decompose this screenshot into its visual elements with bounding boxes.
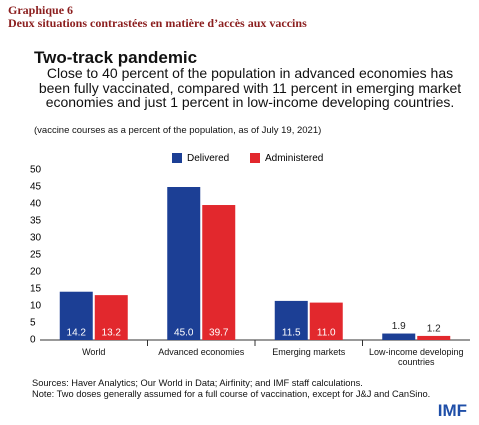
footnote: Note: Two doses generally assumed for a …: [32, 389, 431, 399]
legend-label: Delivered: [187, 153, 229, 164]
x-tick-label: Advanced economies: [158, 347, 245, 357]
value-label: 11.0: [317, 328, 336, 339]
y-tick-label: 45: [30, 182, 42, 193]
figure-title: Deux situations contrastées en matière d…: [8, 16, 307, 30]
y-tick-label: 25: [30, 250, 42, 261]
legend-swatch: [172, 153, 182, 163]
value-label: 1.9: [392, 321, 406, 332]
bar: [309, 302, 343, 340]
bar: [94, 295, 128, 340]
y-tick-label: 15: [30, 284, 42, 295]
value-label: 1.2: [427, 324, 441, 335]
chart-note: (vaccine courses as a percent of the pop…: [34, 125, 322, 136]
bar: [202, 205, 236, 340]
sources: Sources: Haver Analytics; Our World in D…: [32, 378, 363, 388]
bar: [59, 291, 93, 340]
chart-title: Two-track pandemic: [34, 48, 198, 67]
value-label: 39.7: [209, 328, 229, 339]
bar: [167, 187, 201, 340]
y-tick-label: 0: [30, 335, 36, 346]
y-tick-label: 40: [30, 199, 42, 210]
x-tick-label: World: [82, 347, 106, 357]
x-tick-label: Low-income developing countries: [368, 347, 464, 367]
logo: IMF: [437, 401, 467, 420]
legend-swatch: [250, 153, 260, 163]
chart-subtitle: Close to 40 percent of the population in…: [38, 65, 462, 110]
x-tick-label: Emerging markets: [272, 347, 346, 357]
y-tick-label: 10: [30, 301, 42, 312]
bar: [417, 335, 451, 340]
value-label: 13.2: [102, 328, 122, 339]
value-label: 45.0: [174, 328, 194, 339]
value-label: 14.2: [67, 328, 87, 339]
y-tick-label: 5: [30, 318, 36, 329]
value-label: 11.5: [282, 328, 301, 339]
bar: [274, 300, 308, 340]
y-tick-label: 30: [30, 233, 42, 244]
legend-label: Administered: [265, 153, 323, 164]
y-tick-label: 35: [30, 216, 42, 227]
bar: [382, 333, 416, 340]
figure-label: Graphique 6: [8, 3, 74, 17]
y-tick-label: 50: [30, 165, 42, 176]
y-tick-label: 20: [30, 267, 42, 278]
